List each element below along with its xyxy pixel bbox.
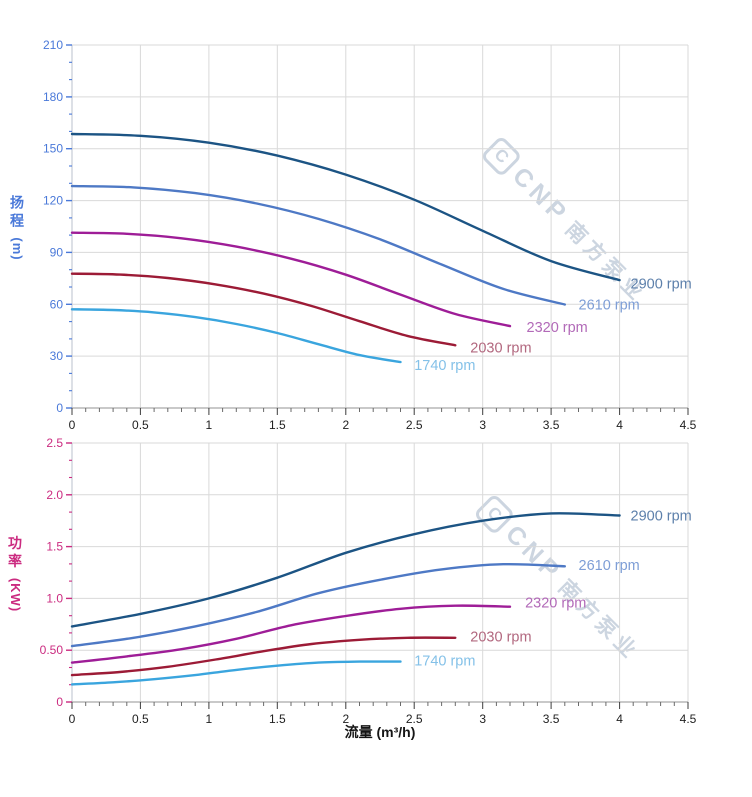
y-tick-label: 30 <box>50 349 64 363</box>
x-tick-label: 1 <box>206 418 213 432</box>
curve-1740-rpm <box>70 660 402 686</box>
curve-1740-rpm <box>70 308 402 364</box>
power-y-axis-title-text: 功率 <box>7 535 23 572</box>
x-tick-label: 2 <box>342 712 349 726</box>
x-tick-label: 3 <box>479 418 486 432</box>
head-y-axis-title: 扬程 (m) <box>9 195 25 261</box>
x-tick-label: 3 <box>479 712 486 726</box>
power-chart: 0 0.50 1.0 1.5 2.0 2.5 0 0.5 1 1.5 2 2.5 3 3.5 4 4.5 290… <box>40 436 697 726</box>
curve-label-2610-rpm: 2610 rpm <box>579 558 640 574</box>
power-y-axis-unit: (KW) <box>8 577 23 613</box>
y-tick-label: 120 <box>43 194 63 208</box>
curve-2030-rpm <box>70 636 457 677</box>
x-tick-label: 0.5 <box>132 712 149 726</box>
head-chart: 0 30 60 90 120 150 180 210 0 0.5 1 1.5 2 2.5 3 3.5 4 4.5 2… <box>43 38 697 432</box>
x-tick-label: 3.5 <box>543 418 560 432</box>
y-tick-label: 1.0 <box>46 591 63 605</box>
curve-label-2030-rpm: 2030 rpm <box>470 630 531 646</box>
head-y-axis-unit: (m) <box>10 237 25 261</box>
x-tick-label: 2 <box>342 418 349 432</box>
x-tick-label: 1.5 <box>269 712 286 726</box>
curve-2320-rpm <box>70 604 512 664</box>
y-tick-label: 60 <box>50 297 64 311</box>
x-tick-label: 1.5 <box>269 418 286 432</box>
curve-2320-rpm <box>70 231 512 328</box>
curve-2610-rpm <box>70 562 566 648</box>
y-tick-label: 0 <box>56 695 63 709</box>
x-tick-label: 4 <box>616 418 623 432</box>
y-tick-label: 150 <box>43 142 63 156</box>
curve-2900-rpm <box>70 132 621 282</box>
x-tick-label: 2.5 <box>406 418 423 432</box>
y-tick-label: 2.0 <box>46 488 63 502</box>
curve-label-2610-rpm: 2610 rpm <box>579 297 640 313</box>
power-y-axis-title: 功率 (KW) <box>7 535 23 613</box>
y-tick-label: 1.5 <box>46 540 63 554</box>
y-tick-label: 0.50 <box>40 643 64 657</box>
x-tick-label: 0 <box>69 712 76 726</box>
x-axis-title: 流量 (m³/h) <box>344 724 416 740</box>
x-tick-label: 1 <box>206 712 213 726</box>
curve-label-2320-rpm: 2320 rpm <box>525 596 586 612</box>
y-tick-label: 180 <box>43 90 63 104</box>
curve-2030-rpm <box>70 272 457 347</box>
x-tick-label: 4 <box>616 712 623 726</box>
y-tick-label: 90 <box>50 245 64 259</box>
curve-label-1740-rpm: 1740 rpm <box>414 654 475 670</box>
curve-label-2900-rpm: 2900 rpm <box>631 277 692 293</box>
y-tick-label: 2.5 <box>46 436 63 450</box>
x-tick-label: 4.5 <box>680 418 697 432</box>
y-tick-label: 210 <box>43 38 63 52</box>
x-tick-label: 0 <box>69 418 76 432</box>
head-y-axis-title-text: 扬程 <box>9 195 25 232</box>
x-tick-label: 3.5 <box>543 712 560 726</box>
curve-2900-rpm <box>70 512 621 628</box>
x-tick-label: 4.5 <box>680 712 697 726</box>
curve-2610-rpm <box>70 184 566 306</box>
curve-label-2900-rpm: 2900 rpm <box>631 509 692 525</box>
y-tick-label: 0 <box>56 401 63 415</box>
curve-label-1740-rpm: 1740 rpm <box>414 358 475 374</box>
x-tick-label: 0.5 <box>132 418 149 432</box>
curve-label-2030-rpm: 2030 rpm <box>470 341 531 357</box>
curve-label-2320-rpm: 2320 rpm <box>527 320 588 336</box>
x-tick-label: 2.5 <box>406 712 423 726</box>
